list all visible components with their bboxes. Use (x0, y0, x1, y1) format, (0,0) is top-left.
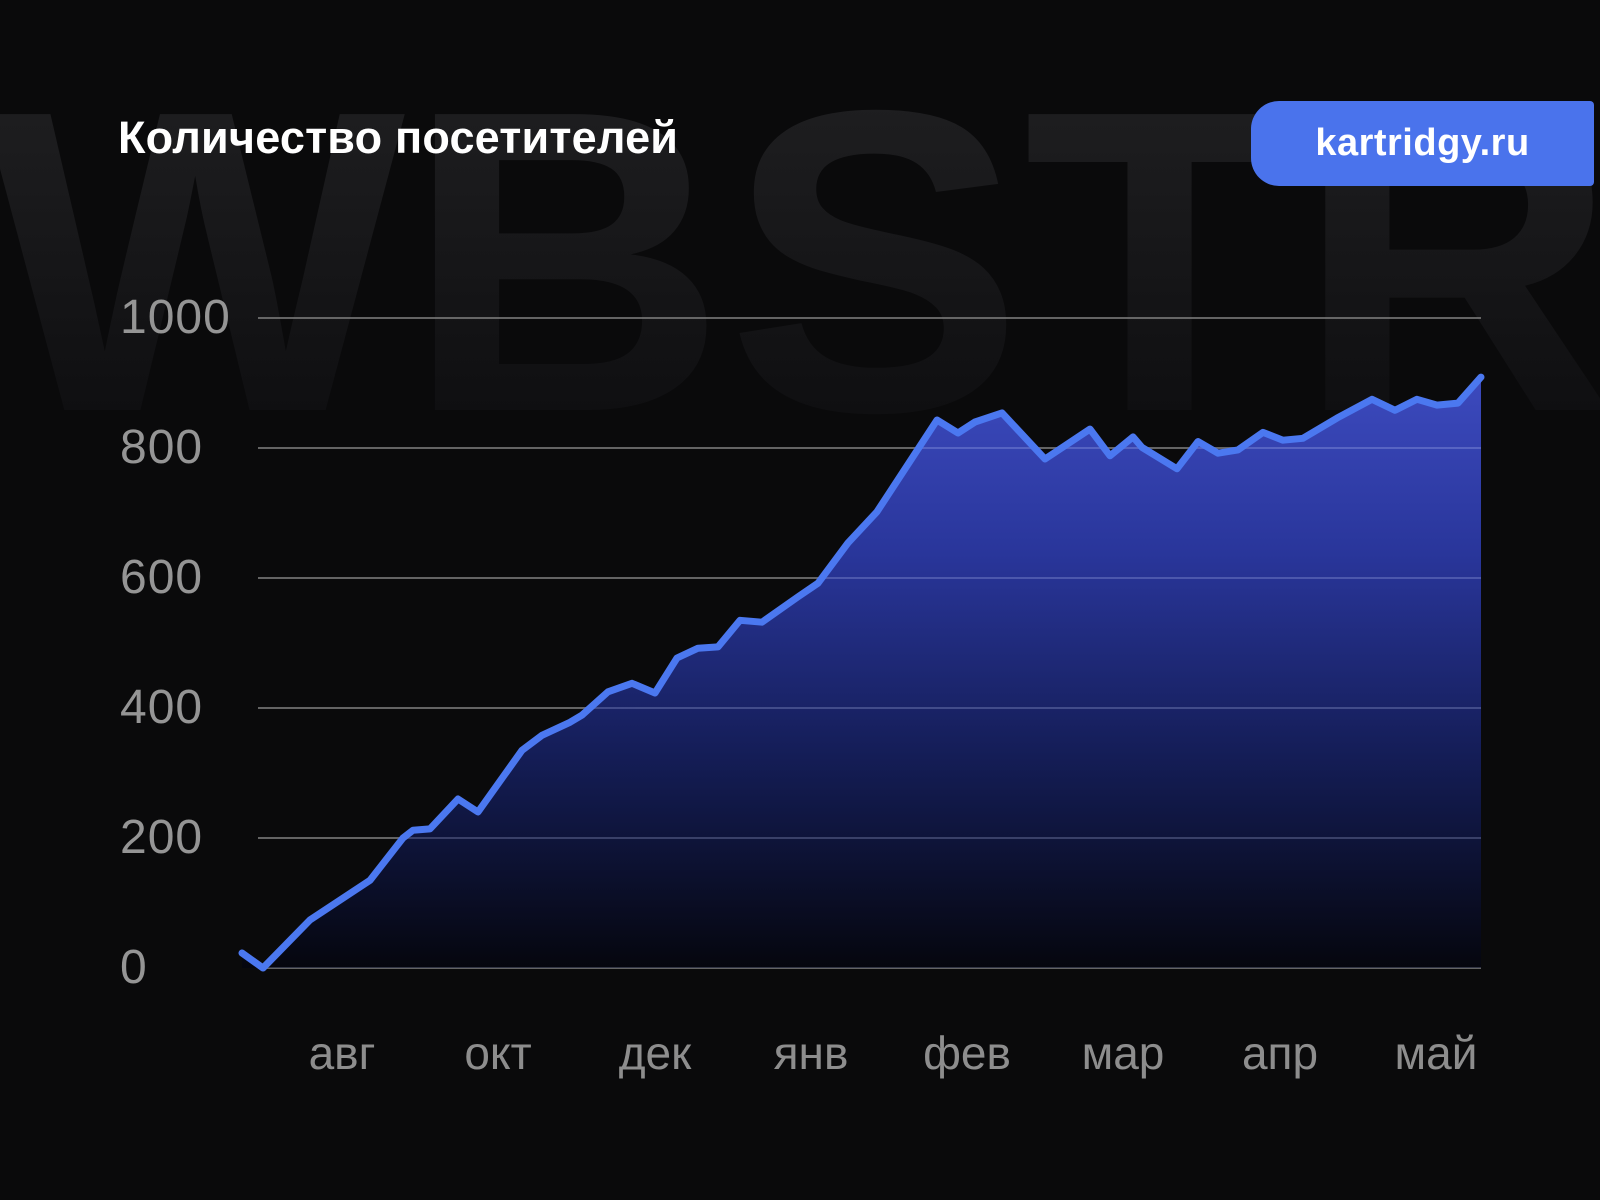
y-axis-label-800: 800 (120, 421, 204, 474)
x-axis-label-фев: фев (923, 1027, 1011, 1079)
x-axis-label-май: май (1394, 1027, 1478, 1079)
x-axis-label-авг: авг (308, 1027, 376, 1079)
page-title: Количество посетителей (118, 112, 679, 163)
y-axis-label-400: 400 (120, 681, 204, 734)
x-axis-label-янв: янв (773, 1027, 849, 1079)
trend-line (238, 373, 1485, 972)
y-axis-label-600: 600 (120, 551, 204, 604)
area-fill-path (242, 377, 1481, 969)
x-axis-label-дек: дек (618, 1027, 692, 1079)
site-badge-label: kartridgy.ru (1315, 122, 1530, 164)
area-fill (242, 377, 1481, 969)
x-axis-label-апр: апр (1241, 1027, 1319, 1079)
site-badge[interactable]: kartridgy.ru (1251, 101, 1594, 186)
x-axis-label-мар: мар (1081, 1027, 1165, 1079)
trend-line-path (238, 373, 1485, 972)
x-axis-label-окт: окт (464, 1027, 532, 1079)
y-axis-label-1000: 1000 (120, 291, 231, 344)
y-axis-label-0: 0 (120, 941, 148, 994)
y-axis-label-200: 200 (120, 811, 204, 864)
